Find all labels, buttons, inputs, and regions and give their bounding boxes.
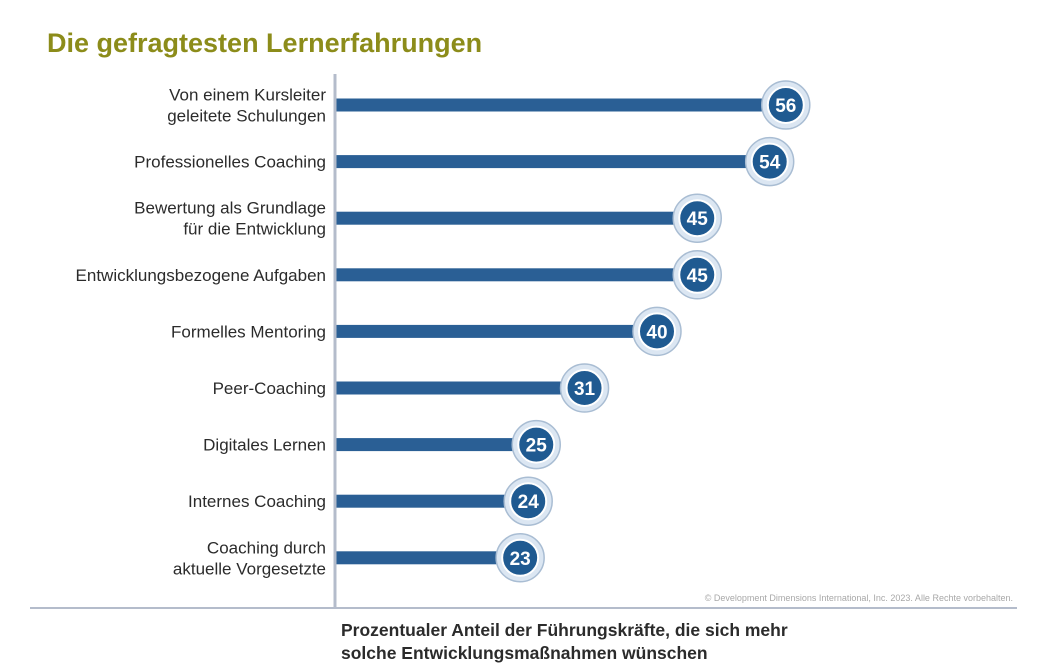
bar-4 (335, 268, 698, 282)
x-axis-label: Prozentualer Anteil der Führungskräfte, … (341, 619, 901, 665)
bar-2 (335, 155, 770, 169)
bars-group: 56 54 45 45 40 31 25 24 23 (335, 80, 811, 583)
category-label-6: Peer-Coaching (213, 379, 326, 398)
chart-title: Die gefragtesten Lernerfahrungen (47, 28, 483, 58)
value-label-3: 45 (687, 209, 709, 230)
category-labels-group: Von einem Kursleiter geleitete Schulungen… (76, 86, 327, 579)
value-bubble-1 (766, 86, 805, 124)
x-axis-label-line-1: Prozentualer Anteil der Führungskräfte, … (341, 620, 788, 640)
category-label-1: Von einem Kursleiter geleitete Schulungen (167, 86, 326, 126)
bar-8 (335, 494, 529, 508)
bar-5 (335, 324, 657, 338)
bar-3 (335, 211, 698, 225)
copyright-notice: © Development Dimensions International, … (704, 593, 1013, 603)
value-bubble-4 (678, 255, 717, 294)
value-bubble-9 (501, 538, 540, 577)
bar-6 (335, 381, 585, 395)
value-bubble-2 (750, 142, 789, 181)
bar-7 (335, 438, 537, 452)
value-label-6: 31 (574, 379, 596, 400)
value-label-7: 25 (526, 436, 548, 457)
bar-1 (335, 98, 786, 112)
category-label-9: Coaching durch aktuelle Vorgesetzte (173, 538, 326, 578)
value-label-8: 24 (518, 492, 540, 513)
category-label-3: Bewertung als Grundlage für die Entwicklu… (134, 199, 326, 239)
category-label-4: Entwicklungsbezogene Aufgaben (76, 266, 326, 285)
category-label-5: Formelles Mentoring (171, 322, 326, 341)
value-bubble-8 (509, 482, 548, 521)
category-label-7: Digitales Lernen (203, 436, 326, 455)
x-axis-label-line-2: solche Entwicklungsmaßnahmen wünschen (341, 643, 708, 663)
value-label-4: 45 (687, 266, 709, 287)
value-bubble-7 (517, 425, 556, 464)
category-label-8: Internes Coaching (188, 492, 326, 511)
value-label-5: 40 (646, 322, 667, 343)
value-label-1: 56 (775, 96, 796, 117)
value-bubble-5 (638, 312, 676, 351)
value-bubble-6 (565, 369, 604, 407)
value-label-2: 54 (759, 153, 781, 174)
value-label-9: 23 (510, 549, 531, 570)
bar-9 (335, 551, 521, 565)
category-label-2: Professionelles Coaching (134, 153, 326, 172)
value-bubble-3 (678, 199, 717, 238)
